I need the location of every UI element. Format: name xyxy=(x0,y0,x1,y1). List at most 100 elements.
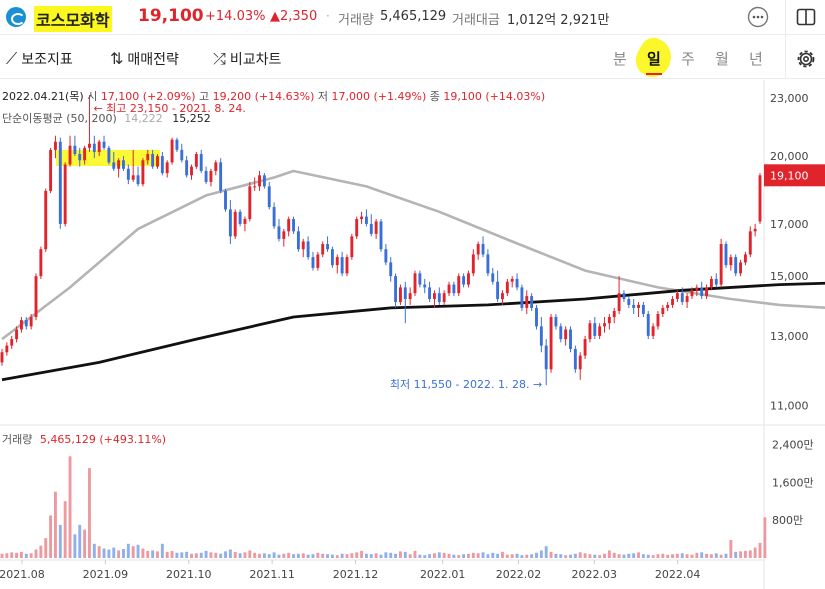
volume-bar xyxy=(442,552,446,558)
volume-bar xyxy=(190,553,193,558)
candle-body xyxy=(447,284,451,294)
volume-bar xyxy=(544,546,548,558)
candle-body xyxy=(627,299,631,305)
gear-icon[interactable] xyxy=(795,48,817,70)
compare-button[interactable]: ⤮ 비교차트 xyxy=(213,49,281,69)
candle-body xyxy=(748,231,752,255)
volume-bar xyxy=(63,501,67,558)
candle-body xyxy=(418,273,422,285)
candle-body xyxy=(321,244,325,255)
volume-bar xyxy=(364,553,368,558)
candle-body xyxy=(243,219,247,224)
volume-bar xyxy=(690,554,694,558)
volume-tick-label: 2,400만 xyxy=(772,438,814,451)
period-month[interactable]: 월 xyxy=(715,50,729,68)
candle-body xyxy=(340,257,344,274)
volume-bar xyxy=(705,553,708,558)
volume-bar xyxy=(219,553,223,558)
volume-bar xyxy=(92,543,96,558)
indicator-label: 보조지표 xyxy=(21,52,73,68)
candle-body xyxy=(544,345,548,370)
period-week[interactable]: 주 xyxy=(681,50,695,68)
ma50-line xyxy=(1,169,825,341)
candle-body xyxy=(160,156,164,174)
stock-chart[interactable]: 23,000 20,000 17,000 15,000 13,000 11,000 ← 최고… xyxy=(0,80,825,589)
candle-body xyxy=(758,175,762,222)
period-minute[interactable]: 분 xyxy=(613,50,627,68)
volume-bar xyxy=(709,554,713,558)
candle-body xyxy=(573,348,577,370)
volume-bar xyxy=(384,552,388,558)
volume-bar xyxy=(724,553,728,558)
period-day[interactable]: 일 xyxy=(647,50,661,68)
volume-bar xyxy=(719,554,723,558)
toolbar-divider xyxy=(785,0,786,79)
candle-body xyxy=(646,313,650,336)
change-amount: ▲2,350 xyxy=(270,9,318,24)
volume-bar xyxy=(641,554,645,558)
volume-bar xyxy=(447,553,451,558)
candle-body xyxy=(58,141,62,224)
candle-body xyxy=(520,287,524,308)
volume-bar xyxy=(340,553,344,558)
candle-body xyxy=(369,223,373,234)
x-tick-label: 2022.04 xyxy=(655,568,701,581)
candle-body xyxy=(102,141,106,148)
more-dots-icon[interactable] xyxy=(747,6,769,28)
candle-body xyxy=(296,231,300,250)
indicator-button[interactable]: ⟋ 보조지표 xyxy=(6,49,73,69)
candle-body xyxy=(632,304,636,308)
candle-body xyxy=(209,170,213,182)
panel-toggle-icon[interactable] xyxy=(795,6,817,28)
candle-body xyxy=(267,186,271,208)
candle-body xyxy=(700,287,704,297)
y-tick-label: 11,000 xyxy=(770,400,809,413)
candle-body xyxy=(238,211,242,224)
volume-bar xyxy=(389,552,393,558)
volume-bar xyxy=(233,551,237,558)
volume-bar xyxy=(379,554,383,558)
candle-body xyxy=(666,304,670,308)
volume-bar xyxy=(535,552,538,558)
candle-body xyxy=(714,278,718,285)
volume-bar xyxy=(316,552,320,558)
volume-bar xyxy=(486,554,490,558)
candle-body xyxy=(505,281,509,294)
volume-bar xyxy=(214,552,218,558)
candle-body xyxy=(360,216,364,220)
candle-body xyxy=(316,254,320,268)
volume-bar xyxy=(73,534,77,558)
volume-bar xyxy=(170,550,174,558)
stock-name[interactable]: 코스모화학 xyxy=(34,6,112,32)
volume-bar xyxy=(83,529,87,558)
volume-bar xyxy=(360,550,364,558)
candle-body xyxy=(34,276,38,318)
volume-bar xyxy=(49,515,53,558)
period-year[interactable]: 년 xyxy=(749,50,763,68)
volume-bar xyxy=(122,549,125,558)
candle-body xyxy=(578,355,582,370)
volume-bar xyxy=(695,552,699,558)
close-value: 19,100 (+14.03%) xyxy=(443,90,546,103)
company-logo-icon xyxy=(6,7,26,27)
candle-body xyxy=(685,296,689,302)
volume-bar xyxy=(151,550,155,558)
volume-bar xyxy=(467,553,470,558)
volume-bar xyxy=(29,553,33,558)
volume-bar xyxy=(136,544,140,558)
candle-body xyxy=(428,287,432,300)
volume-bar xyxy=(700,552,704,558)
candle-body xyxy=(389,262,393,277)
volume-bar xyxy=(476,553,480,558)
low-value: 17,000 (+1.49%) xyxy=(331,90,427,103)
volume-bar xyxy=(306,554,310,558)
candle-body xyxy=(559,326,563,340)
candle-body xyxy=(122,160,125,169)
candle-body xyxy=(258,175,261,187)
candle-body xyxy=(112,162,116,169)
strategy-button[interactable]: ⇅ 매매전략 xyxy=(110,49,179,69)
volume-bar xyxy=(107,549,111,558)
volume-bar xyxy=(160,543,164,558)
candle-body xyxy=(743,254,747,263)
candle-body xyxy=(39,249,43,277)
